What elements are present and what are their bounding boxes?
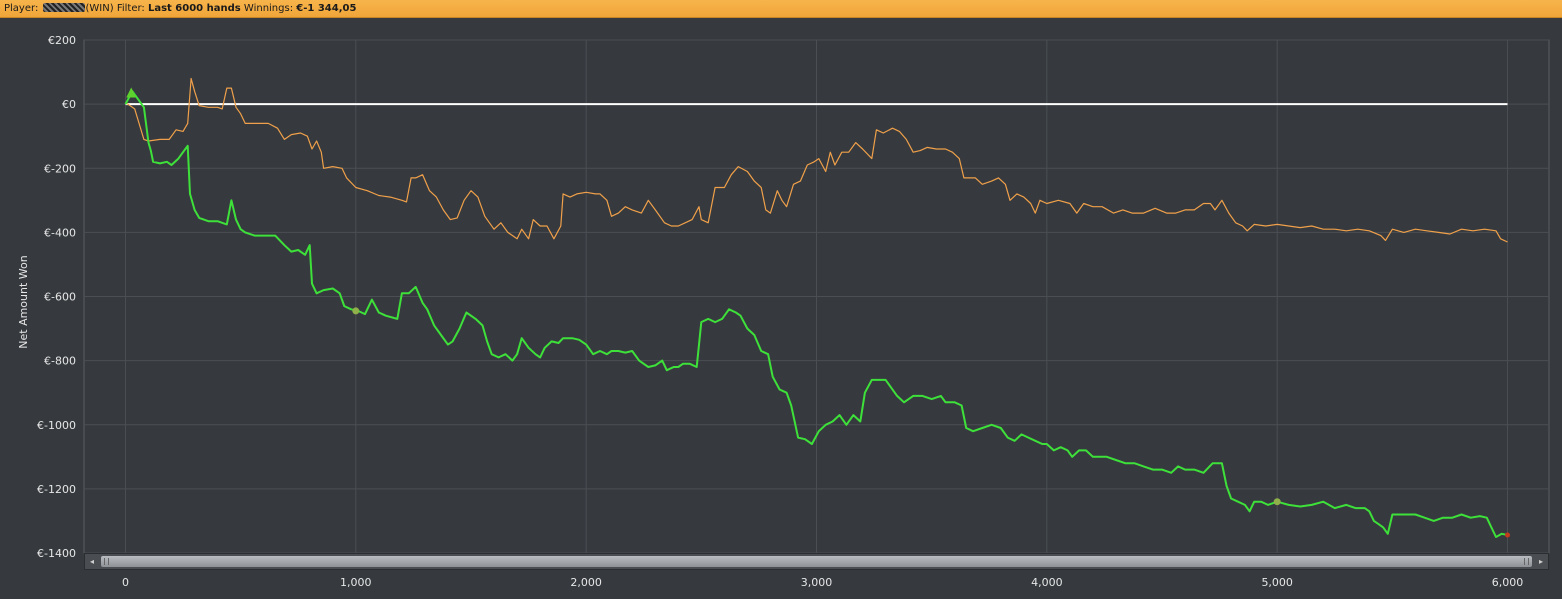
y-tick-label: €-800 xyxy=(44,355,76,368)
chart-horizontal-scrollbar[interactable]: ◂ ▸ xyxy=(84,553,1549,570)
x-tick-label: 4,000 xyxy=(1031,576,1063,589)
end-marker xyxy=(1505,532,1511,538)
scroll-grip-left-icon xyxy=(104,558,109,565)
y-tick-label: €-600 xyxy=(44,291,76,304)
grid-lines xyxy=(83,39,1550,554)
player-suffix: (WIN) xyxy=(85,3,114,14)
series-lines xyxy=(124,77,1508,538)
series-line-2 xyxy=(124,90,1508,538)
scroll-left-button[interactable]: ◂ xyxy=(89,557,94,566)
y-tick-label: €-1200 xyxy=(37,483,76,496)
start-marker xyxy=(126,87,137,98)
series-line-1 xyxy=(125,77,1508,243)
x-tick-label: 5,000 xyxy=(1261,576,1293,589)
x-axis-ticks: 0 1,000 2,000 3,000 4,000 5,000 6,000 xyxy=(122,576,1523,589)
y-tick-label: €-200 xyxy=(44,162,76,175)
scroll-grip-right-icon xyxy=(1524,558,1529,565)
milestone-marker xyxy=(1273,498,1281,506)
x-tick-label: 1,000 xyxy=(340,576,372,589)
x-tick-label: 0 xyxy=(122,576,129,589)
y-axis-ticks: €200 €0 €-200 €-400 €-600 €-800 €-1000 €-1200 €-… xyxy=(37,34,76,560)
y-axis-label: Net Amount Won xyxy=(17,255,30,348)
milestone-marker xyxy=(352,307,360,315)
series-markers xyxy=(126,87,1511,538)
scroll-thumb[interactable] xyxy=(101,556,1532,567)
winnings-graph: €200 €0 €-200 €-400 €-600 €-800 €-1000 €-1200 €-… xyxy=(17,34,1550,589)
y-tick-label: €-400 xyxy=(44,226,76,239)
winnings-label: Winnings: xyxy=(243,3,294,14)
y-tick-label: €0 xyxy=(62,98,76,111)
winnings-value: €-1 344,05 xyxy=(296,3,357,14)
stats-header-bar: Player: (WIN) Filter: Last 6000 hands Wi… xyxy=(0,0,1562,18)
y-tick-label: €-1400 xyxy=(37,547,76,560)
x-tick-label: 2,000 xyxy=(570,576,602,589)
scroll-right-button[interactable]: ▸ xyxy=(1538,557,1543,566)
filter-label: Filter: xyxy=(116,3,145,14)
x-tick-label: 6,000 xyxy=(1492,576,1524,589)
redacted-player-name xyxy=(42,3,85,12)
x-tick-label: 3,000 xyxy=(801,576,833,589)
y-tick-label: €200 xyxy=(48,34,76,47)
y-tick-label: €-1000 xyxy=(37,419,76,432)
filter-value: Last 6000 hands xyxy=(147,3,241,14)
player-label: Player: xyxy=(4,3,39,14)
